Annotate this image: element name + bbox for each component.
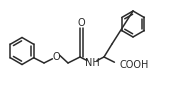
Text: COOH: COOH [120, 60, 149, 70]
Text: O: O [78, 18, 85, 28]
Text: NH: NH [85, 59, 99, 69]
Text: O: O [52, 52, 60, 62]
